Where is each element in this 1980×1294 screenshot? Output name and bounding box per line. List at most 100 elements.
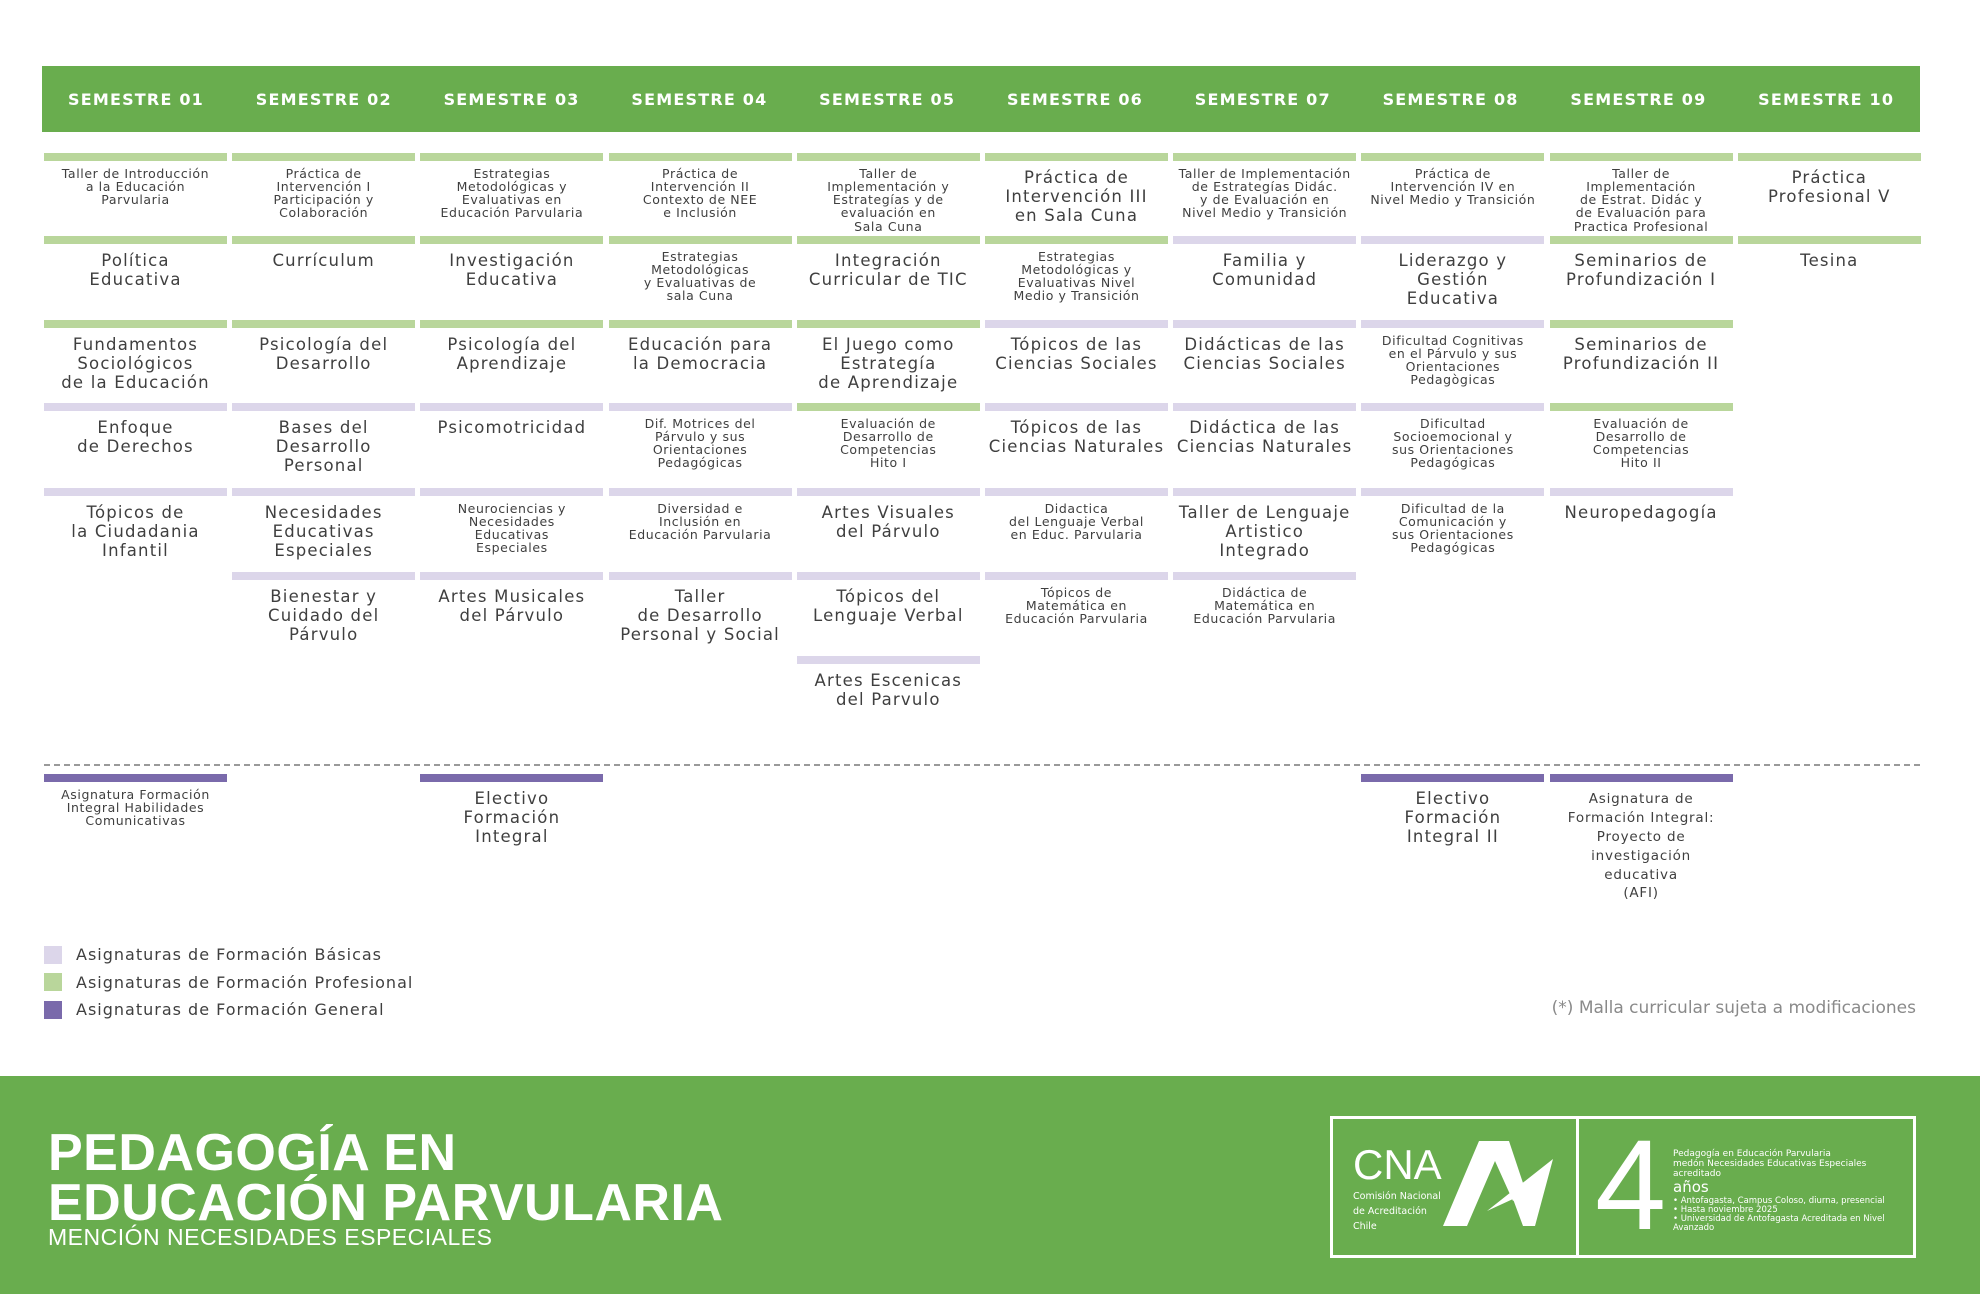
course-cell: El Juego como Estrategía de Aprendizaje <box>796 320 980 393</box>
course-type-bar <box>796 320 980 328</box>
course-type-bar <box>1549 153 1733 161</box>
course-type-bar <box>1549 774 1733 782</box>
course-name: Didáctica de las Ciencias Naturales <box>1176 418 1353 456</box>
course-cell: Tópicos de las Ciencias Naturales <box>985 403 1168 457</box>
semester-label: SEMESTRE 04 <box>631 89 768 109</box>
course-name: Artes Visuales del Párvulo <box>821 503 955 541</box>
footer: PEDAGOGÍA EN EDUCACIÓN PARVULARIA MENCIÓ… <box>0 1076 1980 1294</box>
course-type-bar <box>608 153 792 161</box>
course-name: Electivo Formación Integral <box>463 789 561 846</box>
course-name: Política Educativa <box>89 251 182 289</box>
course-type-bar <box>232 403 416 411</box>
course-cell: Práctica de Intervención II Contexto de … <box>608 153 792 221</box>
course-cell: Enfoque de Derechos <box>44 403 227 457</box>
course-cell: Práctica Profesional V <box>1737 153 1921 207</box>
course-type-bar <box>985 488 1168 496</box>
course-type-bar <box>1361 403 1545 411</box>
course-name: Fundamentos Sociológicos de la Educación <box>61 335 210 392</box>
course-name: Tópicos de Matemática en Educación Parvu… <box>1005 585 1148 627</box>
course-cell: Tópicos de las Ciencias Sociales <box>985 320 1168 374</box>
course-type-bar <box>232 153 416 161</box>
course-cell: Tesina <box>1737 236 1921 271</box>
bullet-item: • Hasta noviembre 2025 <box>1673 1205 1778 1215</box>
accreditation-years: 4 <box>1595 1114 1667 1257</box>
course-name: Artes Escenicas del Parvulo <box>814 671 963 709</box>
course-type-bar <box>232 572 416 580</box>
course-cell: Evaluación de Desarrollo de Competencias… <box>1549 403 1733 471</box>
course-type-bar <box>232 320 416 328</box>
course-cell: Investigación Educativa <box>420 236 604 290</box>
course-type-bar <box>796 488 980 496</box>
course-name: Taller de Desarrollo Personal y Social <box>620 587 780 644</box>
semester-label: SEMESTRE 01 <box>67 89 205 109</box>
course-type-bar <box>1173 153 1357 161</box>
course-cell: Taller de Implementación y Estrategías y… <box>796 153 980 234</box>
semester-label: SEMESTRE 02 <box>255 89 392 109</box>
course-cell: Estrategias Metodológicas y Evaluativas … <box>420 153 604 221</box>
course-name: Psicomotricidad <box>437 418 587 437</box>
title-line-2: EDUCACIÓN PARVULARIA <box>48 1174 724 1232</box>
course-name: Estrategias Metodológicas y Evaluativas … <box>440 166 584 221</box>
course-name: Tópicos del Lenguaje Verbal <box>812 587 964 625</box>
course-cell: Práctica de Intervención III en Sala Cun… <box>985 153 1168 226</box>
course-cell: Psicología del Aprendizaje <box>420 320 604 374</box>
course-cell: Política Educativa <box>44 236 227 290</box>
course-cell: Fundamentos Sociológicos de la Educación <box>44 320 227 393</box>
semester-label: SEMESTRE 05 <box>819 89 956 109</box>
course-type-bar <box>44 236 227 244</box>
course-name: Investigación Educativa <box>449 251 575 289</box>
course-cell: Didáctica de las Ciencias Naturales <box>1173 403 1357 457</box>
course-name: Neuropedagogía <box>1564 503 1718 522</box>
course-type-bar <box>1173 572 1357 580</box>
years-label: años <box>1673 1178 1709 1196</box>
course-type-bar <box>1361 774 1545 782</box>
course-name: Práctica de Intervención II Contexto de … <box>642 166 758 221</box>
course-name: Evaluación de Desarrollo de Competencias… <box>1592 416 1690 471</box>
course-cell: Bienestar y Cuidado del Párvulo <box>232 572 416 645</box>
course-cell: Dificultad Cognitivas en el Párvulo y su… <box>1361 320 1545 388</box>
course-type-bar <box>796 153 980 161</box>
course-type-bar <box>232 236 416 244</box>
course-type-bar <box>44 403 227 411</box>
course-name: Práctica Profesional V <box>1767 168 1891 206</box>
course-cell: Neuropedagogía <box>1549 488 1733 523</box>
course-type-bar <box>985 572 1168 580</box>
course-name: Taller de Lenguaje Artistico Integrado <box>1178 503 1351 560</box>
legend-swatch <box>44 945 62 964</box>
course-name: Asignatura de Formación Integral: Proyec… <box>1567 791 1715 902</box>
course-cell: Taller de Desarrollo Personal y Social <box>608 572 792 645</box>
course-name: Familia y Comunidad <box>1212 251 1318 289</box>
course-cell: Taller de Implementación de Estrat. Didá… <box>1549 153 1733 233</box>
course-name: Estrategias Metodológicas y Evaluativas … <box>643 249 757 304</box>
modification-note: (*) Malla curricular sujeta a modificaci… <box>1551 998 1916 1018</box>
course-type-bar <box>796 403 980 411</box>
semester-label: SEMESTRE 06 <box>1006 89 1144 109</box>
course-cell: Necesidades Educativas Especiales <box>232 488 416 561</box>
course-cell: Diversidad e Inclusión en Educación Parv… <box>608 488 792 541</box>
semester-label: SEMESTRE 09 <box>1570 89 1707 109</box>
course-name: Dificultad Cognitivas en el Párvulo y su… <box>1381 333 1524 388</box>
legend-swatch <box>44 973 62 991</box>
course-type-bar <box>608 572 792 580</box>
general-course-cell: Asignatura Formación Integral Habilidade… <box>44 774 227 827</box>
course-cell: Psicología del Desarrollo <box>232 320 416 374</box>
course-cell: Liderazgo y Gestión Educativa <box>1361 236 1545 309</box>
semester-label: SEMESTRE 07 <box>1194 89 1331 109</box>
course-name: Didactica del Lenguaje Verbal en Educ. P… <box>1009 501 1144 543</box>
semester-label: SEMESTRE 10 <box>1758 89 1895 109</box>
course-type-bar <box>1361 236 1545 244</box>
course-cell: Taller de Lenguaje Artistico Integrado <box>1173 488 1357 561</box>
course-cell: Artes Visuales del Párvulo <box>796 488 980 542</box>
course-name: Educación para la Democracia <box>627 335 773 373</box>
course-type-bar <box>1549 403 1733 411</box>
cna-wordmark: CNA <box>1353 1141 1442 1188</box>
accredited-label: acreditado <box>1673 1169 1721 1179</box>
course-type-bar <box>985 236 1168 244</box>
course-cell: Dificultad de la Comunicación y sus Orie… <box>1361 488 1545 555</box>
course-cell: Estrategias Metodológicas y Evaluativas … <box>608 236 792 304</box>
course-type-bar <box>420 572 604 580</box>
course-name: Taller de Implementación y Estrategías y… <box>827 166 950 234</box>
program-subtitle: MENCIÓN NECESIDADES ESPECIALES <box>48 1224 493 1250</box>
course-name: Currículum <box>272 251 375 270</box>
course-name: Neurociencias y Necesidades Educativas E… <box>457 501 567 556</box>
